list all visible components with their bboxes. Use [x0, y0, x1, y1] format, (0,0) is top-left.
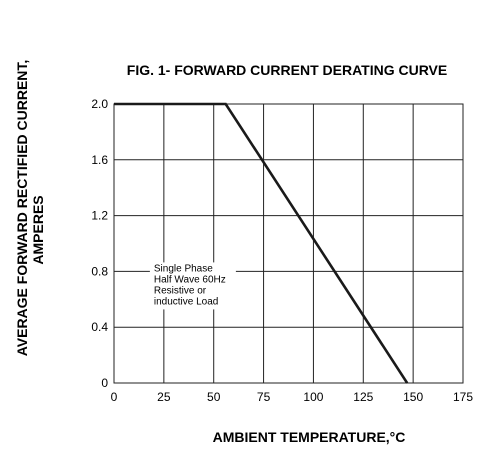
y-axis-title-line-2: AMPERES — [30, 195, 46, 264]
plot-frame — [113, 103, 464, 384]
series — [114, 102, 409, 384]
annotation-line: Half Wave 60Hz — [154, 274, 226, 285]
x-tick-label: 50 — [207, 390, 221, 404]
x-tick-label: 100 — [303, 390, 323, 404]
chart-title: FIG. 1- FORWARD CURRENT DERATING CURVE — [127, 62, 447, 78]
tick-labels: 0 25 50 75 100 125 150 175 0 0.4 0.8 1.2 1.6 2.0 — [91, 97, 473, 404]
x-tick-label: 25 — [157, 390, 171, 404]
annotation-line: Resistive or — [154, 285, 207, 296]
x-tick-label: 175 — [453, 390, 473, 404]
grid — [113, 103, 464, 384]
x-tick-label: 0 — [111, 390, 118, 404]
annotation-line: Single Phase — [154, 263, 213, 274]
x-tick-label: 75 — [257, 390, 271, 404]
y-tick-label: 0.4 — [91, 320, 108, 334]
y-tick-label: 2.0 — [91, 97, 108, 111]
annotation-line: inductive Load — [154, 296, 219, 307]
x-tick-label: 125 — [353, 390, 373, 404]
annotation-background — [149, 262, 236, 310]
y-tick-label: 0.8 — [91, 264, 108, 278]
y-axis-title-line-1: AVERAGE FORWARD RECTIFIED CURRENT, — [14, 60, 30, 357]
derating-curve-line — [114, 102, 409, 384]
y-tick-label: 0 — [101, 376, 108, 390]
y-tick-label: 1.2 — [91, 209, 108, 223]
x-axis-title: AMBIENT TEMPERATURE,°C — [213, 429, 406, 445]
x-tick-label: 150 — [403, 390, 423, 404]
y-tick-label: 1.6 — [91, 153, 108, 167]
